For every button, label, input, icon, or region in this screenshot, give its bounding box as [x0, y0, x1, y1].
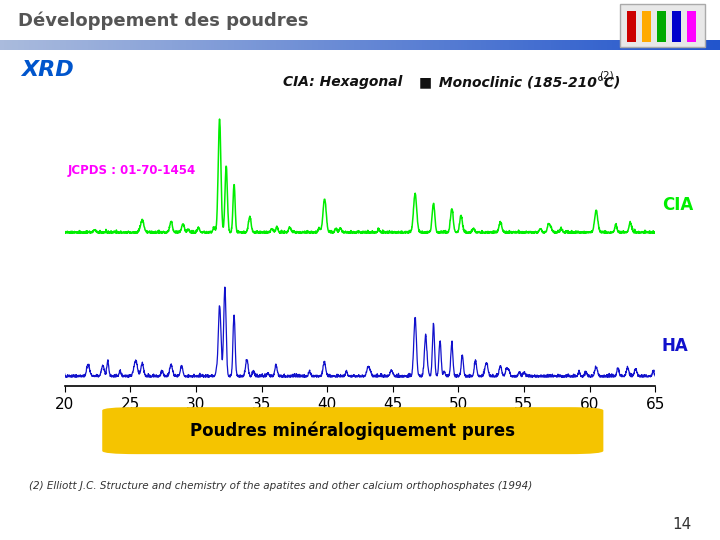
Text: JCPDS : 01-70-1454: JCPDS : 01-70-1454	[68, 164, 196, 177]
Text: CIA: CIA	[662, 195, 693, 214]
Text: (2) Elliott J.C. Structure and chemistry of the apatites and other calcium ortho: (2) Elliott J.C. Structure and chemistry…	[29, 481, 532, 491]
Bar	[672, 11, 681, 42]
Text: Monoclinic (185-210°C): Monoclinic (185-210°C)	[433, 75, 625, 89]
Bar	[627, 11, 636, 42]
Text: Développement des poudres: Développement des poudres	[18, 12, 308, 30]
Text: HA: HA	[662, 336, 688, 355]
Text: XRD: XRD	[22, 60, 74, 80]
X-axis label: 2 Theta (°): 2 Theta (°)	[304, 418, 416, 438]
Text: (2): (2)	[599, 70, 613, 80]
Bar	[657, 11, 666, 42]
FancyBboxPatch shape	[102, 407, 603, 454]
Bar	[642, 11, 651, 42]
Text: 14: 14	[672, 517, 691, 532]
Text: ■: ■	[419, 75, 432, 89]
Bar	[687, 11, 696, 42]
Text: CIA: Hexagonal: CIA: Hexagonal	[283, 75, 408, 89]
Text: Poudres minéralogiquement pures: Poudres minéralogiquement pures	[190, 421, 516, 440]
